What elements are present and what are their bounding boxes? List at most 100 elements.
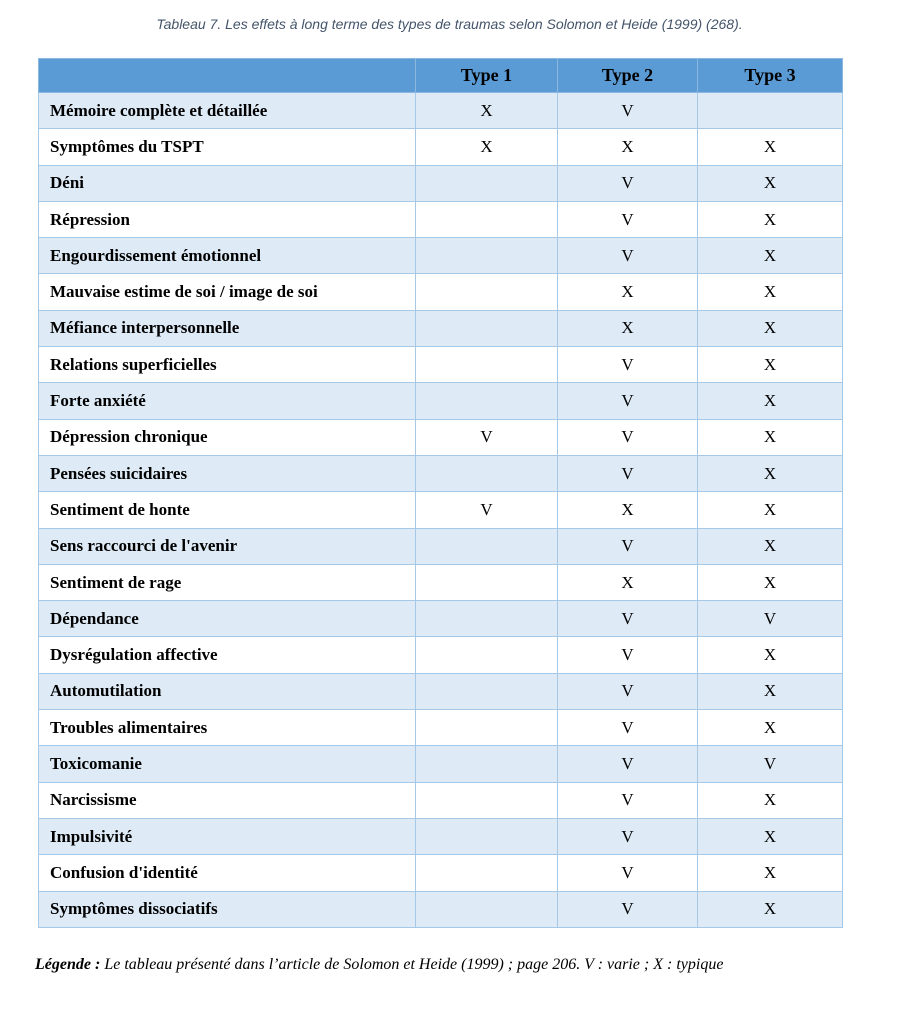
table-row: Symptômes du TSPT X X X — [38, 128, 843, 166]
row-label: Toxicomanie — [38, 745, 416, 783]
mark-cell-type1 — [415, 527, 558, 565]
mark-cell-type2: V — [557, 854, 698, 892]
header-row: Type 1 Type 2 Type 3 — [38, 58, 843, 93]
mark-cell-type3: V — [697, 600, 843, 638]
mark-cell-type2: X — [557, 491, 698, 529]
mark-cell-type3: X — [697, 854, 843, 892]
row-label: Symptômes du TSPT — [38, 128, 416, 166]
table-row: Toxicomanie V V — [38, 745, 843, 783]
table-row: Engourdissement émotionnel V X — [38, 237, 843, 275]
row-label: Symptômes dissociatifs — [38, 890, 416, 928]
header-cell-empty — [38, 58, 416, 93]
mark-cell-type3: X — [697, 817, 843, 856]
table-row: Narcissisme V X — [38, 781, 843, 819]
row-label: Sens raccourci de l'avenir — [38, 527, 416, 565]
row-label: Dépendance — [38, 600, 416, 638]
mark-cell-type3: X — [697, 781, 843, 819]
table-row: Troubles alimentaires V X — [38, 709, 843, 747]
row-label: Engourdissement émotionnel — [38, 237, 416, 275]
mark-cell-type1 — [415, 709, 558, 747]
mark-cell-type3: X — [697, 382, 843, 420]
mark-cell-type3: X — [697, 709, 843, 747]
mark-cell-type2: X — [557, 309, 698, 348]
mark-cell-type1 — [415, 346, 558, 384]
table-row: Sentiment de rage X X — [38, 563, 843, 602]
mark-cell-type1 — [415, 382, 558, 420]
mark-cell-type1 — [415, 237, 558, 275]
legend-label: Légende : — [35, 956, 101, 973]
mark-cell-type3: X — [697, 636, 843, 674]
table-row: Confusion d'identité V X — [38, 854, 843, 892]
legend-text: Le tableau présenté dans l’article de So… — [100, 956, 724, 973]
row-label: Relations superficielles — [38, 346, 416, 384]
mark-cell-type1 — [415, 454, 558, 493]
table-row: Impulsivité V X — [38, 817, 843, 856]
mark-cell-type2: V — [557, 164, 698, 202]
row-label: Méfiance interpersonnelle — [38, 309, 416, 348]
mark-cell-type3: X — [697, 563, 843, 602]
mark-cell-type1 — [415, 164, 558, 202]
mark-cell-type3: X — [697, 346, 843, 384]
row-label: Déni — [38, 164, 416, 202]
mark-cell-type2: V — [557, 745, 698, 783]
mark-cell-type3: X — [697, 890, 843, 928]
mark-cell-type1 — [415, 890, 558, 928]
row-label: Confusion d'identité — [38, 854, 416, 892]
mark-cell-type1 — [415, 745, 558, 783]
mark-cell-type2: V — [557, 454, 698, 493]
mark-cell-type2: V — [557, 527, 698, 565]
table-row: Dépression chronique V V X — [38, 418, 843, 456]
mark-cell-type3: X — [697, 273, 843, 311]
row-label: Troubles alimentaires — [38, 709, 416, 747]
row-label: Impulsivité — [38, 817, 416, 856]
mark-cell-type1 — [415, 854, 558, 892]
row-label: Narcissisme — [38, 781, 416, 819]
table-row: Mémoire complète et détaillée X V — [38, 91, 843, 130]
mark-cell-type2: V — [557, 346, 698, 384]
row-label: Sentiment de honte — [38, 491, 416, 529]
row-label: Forte anxiété — [38, 382, 416, 420]
mark-cell-type1: X — [415, 128, 558, 166]
row-label: Dysrégulation affective — [38, 636, 416, 674]
table-row: Dépendance V V — [38, 600, 843, 638]
trauma-effects-table: Type 1 Type 2 Type 3 Mémoire complète et… — [38, 58, 843, 928]
mark-cell-type2: V — [557, 636, 698, 674]
row-label: Automutilation — [38, 672, 416, 711]
mark-cell-type3 — [697, 91, 843, 130]
table-caption: Tableau 7. Les effets à long terme des t… — [156, 16, 743, 32]
mark-cell-type3: X — [697, 128, 843, 166]
mark-cell-type3: X — [697, 237, 843, 275]
mark-cell-type2: X — [557, 128, 698, 166]
mark-cell-type3: X — [697, 491, 843, 529]
mark-cell-type1 — [415, 781, 558, 819]
mark-cell-type1 — [415, 817, 558, 856]
mark-cell-type1 — [415, 273, 558, 311]
mark-cell-type3: X — [697, 454, 843, 493]
header-cell-type3: Type 3 — [697, 58, 843, 93]
mark-cell-type3: X — [697, 672, 843, 711]
mark-cell-type2: V — [557, 237, 698, 275]
mark-cell-type2: V — [557, 817, 698, 856]
mark-cell-type2: V — [557, 600, 698, 638]
mark-cell-type3: X — [697, 200, 843, 239]
table-row: Déni V X — [38, 164, 843, 202]
header-cell-type2: Type 2 — [557, 58, 698, 93]
mark-cell-type2: V — [557, 418, 698, 456]
mark-cell-type2: V — [557, 382, 698, 420]
mark-cell-type1 — [415, 672, 558, 711]
row-label: Mémoire complète et détaillée — [38, 91, 416, 130]
table-row: Sens raccourci de l'avenir V X — [38, 527, 843, 565]
mark-cell-type2: V — [557, 91, 698, 130]
row-label: Dépression chronique — [38, 418, 416, 456]
table-row: Forte anxiété V X — [38, 382, 843, 420]
table-row: Automutilation V X — [38, 672, 843, 711]
mark-cell-type2: V — [557, 709, 698, 747]
header-cell-type1: Type 1 — [415, 58, 558, 93]
table-legend: Légende : Le tableau présenté dans l’art… — [35, 956, 865, 974]
row-label: Mauvaise estime de soi / image de soi — [38, 273, 416, 311]
mark-cell-type2: X — [557, 563, 698, 602]
mark-cell-type1 — [415, 309, 558, 348]
table-row: Relations superficielles V X — [38, 346, 843, 384]
mark-cell-type1: V — [415, 491, 558, 529]
